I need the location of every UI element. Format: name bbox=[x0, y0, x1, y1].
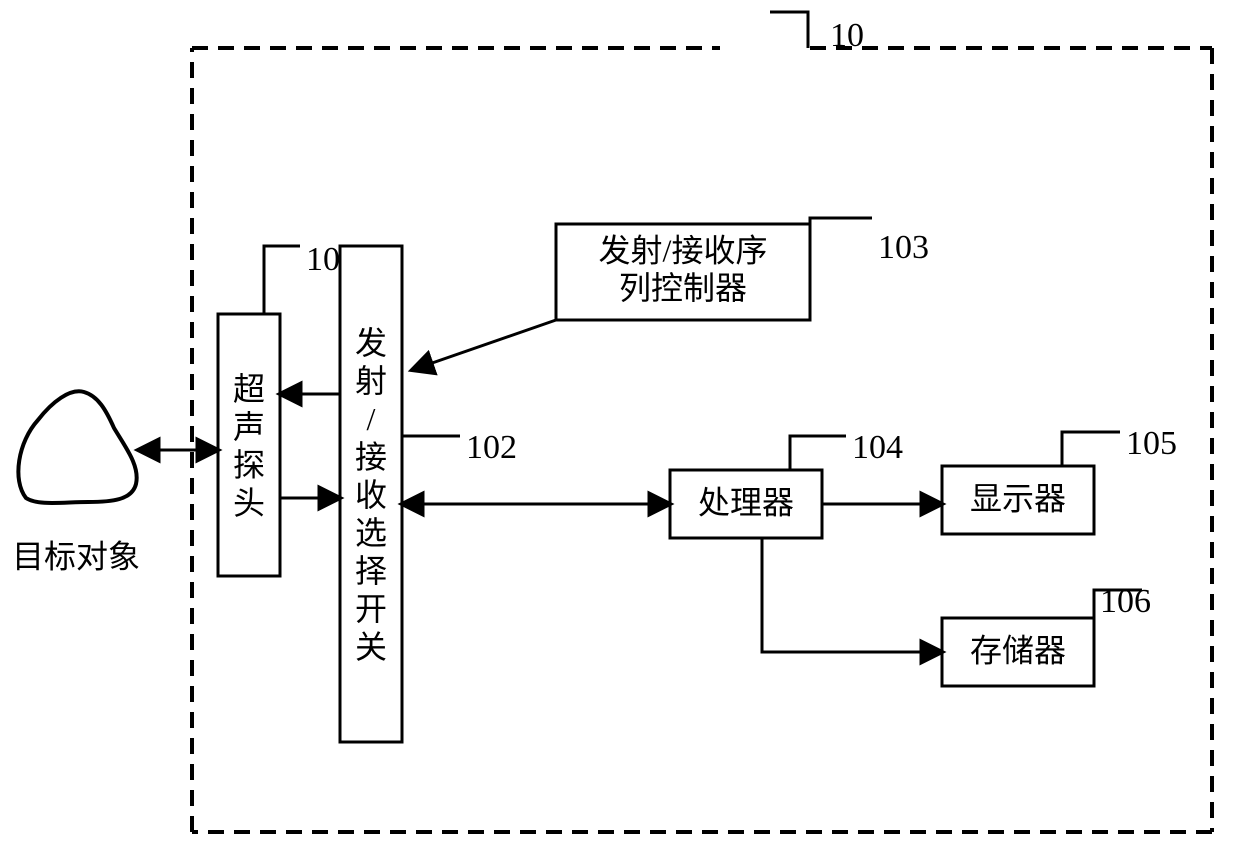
node-processor-label: 处理器 bbox=[698, 484, 794, 520]
node-memory-ref: 106 bbox=[1100, 583, 1151, 620]
node-processor-ref: 104 bbox=[852, 429, 903, 466]
node-probe-label: 超 bbox=[233, 371, 265, 407]
svg-text:收: 收 bbox=[355, 477, 387, 513]
node-controller-ref: 103 bbox=[878, 229, 929, 266]
system-ref-leader bbox=[770, 12, 808, 48]
svg-text:择: 择 bbox=[355, 553, 387, 589]
edge-ctrl-switch bbox=[412, 320, 556, 370]
block-diagram: 10 目标对象 超声探头101发射/接收选择开关 102 发射/接收序列控制器 103 处理… bbox=[0, 0, 1240, 859]
node-probe: 超声探头101 bbox=[218, 241, 357, 576]
node-processor: 处理器 104 bbox=[670, 429, 903, 538]
node-controller: 发射/接收序列控制器 103 bbox=[556, 218, 929, 320]
node-display-label: 显示器 bbox=[970, 480, 1066, 516]
target-label: 目标对象 bbox=[12, 538, 140, 574]
svg-text:头: 头 bbox=[233, 485, 265, 521]
node-memory: 存储器 106 bbox=[942, 583, 1151, 686]
system-ref-label: 10 bbox=[830, 17, 864, 54]
svg-text:关: 关 bbox=[355, 629, 387, 665]
node-display-ref: 105 bbox=[1126, 425, 1177, 462]
node-switch: 发射/接收选择开关 102 bbox=[340, 246, 517, 742]
svg-text:探: 探 bbox=[233, 447, 265, 483]
node-display: 显示器 105 bbox=[942, 425, 1177, 534]
node-processor-leader bbox=[790, 436, 846, 470]
svg-text:开: 开 bbox=[355, 591, 387, 627]
node-memory-label: 存储器 bbox=[970, 632, 1066, 668]
node-switch-ref: 102 bbox=[466, 429, 517, 466]
svg-text:选: 选 bbox=[355, 515, 387, 551]
node-controller-leader bbox=[810, 218, 872, 238]
target-blob-icon bbox=[18, 391, 136, 503]
node-controller-label-line1: 发射/接收序 bbox=[599, 233, 768, 269]
node-display-leader bbox=[1062, 432, 1120, 466]
edge-proc-memory bbox=[762, 538, 942, 652]
node-switch-label: 发 bbox=[355, 325, 387, 361]
node-switch-leader bbox=[402, 436, 460, 471]
svg-text:声: 声 bbox=[233, 409, 265, 445]
svg-text:接: 接 bbox=[355, 439, 387, 475]
node-controller-label-line2: 列控制器 bbox=[619, 270, 747, 306]
node-probe-leader bbox=[264, 246, 300, 314]
svg-text:射: 射 bbox=[355, 363, 387, 399]
svg-text:/: / bbox=[367, 401, 376, 437]
